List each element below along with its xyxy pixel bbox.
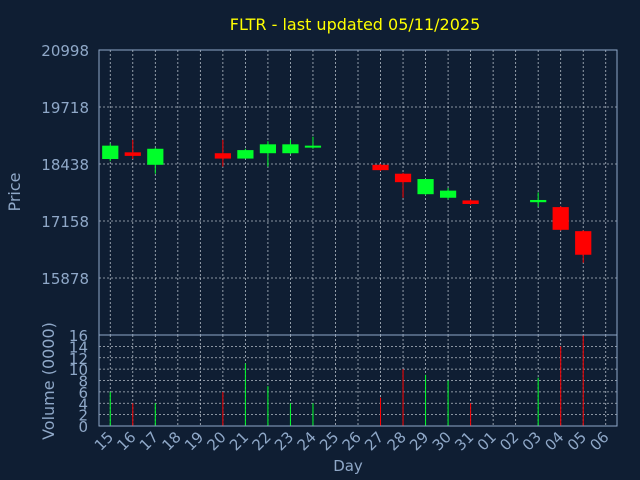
candle-body bbox=[439, 190, 457, 198]
price-grid bbox=[99, 49, 617, 335]
x-tick-labels: 1516171819202122232425262728293031010203… bbox=[91, 428, 613, 454]
price-tick-labels: 20998 19718 18438 17158 15878 bbox=[41, 42, 89, 288]
price-tick-label: 17158 bbox=[41, 213, 89, 231]
volume-tick-label: 4 bbox=[78, 395, 88, 413]
price-panel-frame bbox=[98, 49, 618, 336]
candle-body bbox=[259, 144, 277, 154]
candle-body bbox=[552, 207, 569, 230]
candle-body bbox=[102, 145, 119, 160]
volume-tick-label: 6 bbox=[78, 384, 88, 402]
candle-body bbox=[214, 153, 231, 159]
candle-body bbox=[304, 145, 322, 148]
volume-axis-label: Volume (0000) bbox=[39, 322, 58, 440]
volume-tick-label: 14 bbox=[69, 338, 88, 356]
volume-tick-label: 8 bbox=[78, 373, 88, 391]
chart-title: FLTR - last updated 05/11/2025 bbox=[230, 15, 481, 34]
price-tick-label: 20998 bbox=[41, 42, 89, 60]
x-tick-label: 06 bbox=[586, 428, 612, 454]
candle-body bbox=[147, 148, 164, 165]
volume-tick-label: 0 bbox=[78, 418, 88, 436]
candle-body bbox=[462, 200, 479, 204]
price-tick-label: 18438 bbox=[41, 156, 89, 174]
price-axis-label: Price bbox=[5, 172, 24, 211]
candle-body bbox=[530, 199, 547, 203]
candle-body bbox=[282, 144, 299, 154]
candle-body bbox=[575, 231, 592, 255]
price-tick-label: 15878 bbox=[41, 270, 89, 288]
price-tick-label: 19718 bbox=[41, 99, 89, 117]
candle-body bbox=[417, 179, 434, 195]
volume-grid bbox=[99, 334, 617, 427]
volume-panel-frame bbox=[98, 334, 618, 427]
volume-tick-label: 16 bbox=[69, 327, 88, 345]
candles bbox=[102, 136, 592, 263]
volume-tick-label: 10 bbox=[69, 361, 88, 379]
volume-tick-label: 2 bbox=[78, 407, 88, 425]
x-axis-label: Day bbox=[333, 457, 363, 475]
candle-body bbox=[124, 152, 141, 156]
candle-body bbox=[372, 164, 389, 171]
volume-bars bbox=[109, 335, 584, 426]
volume-tick-label: 12 bbox=[69, 350, 88, 368]
candle-body bbox=[237, 150, 254, 159]
candle-body bbox=[394, 173, 412, 183]
